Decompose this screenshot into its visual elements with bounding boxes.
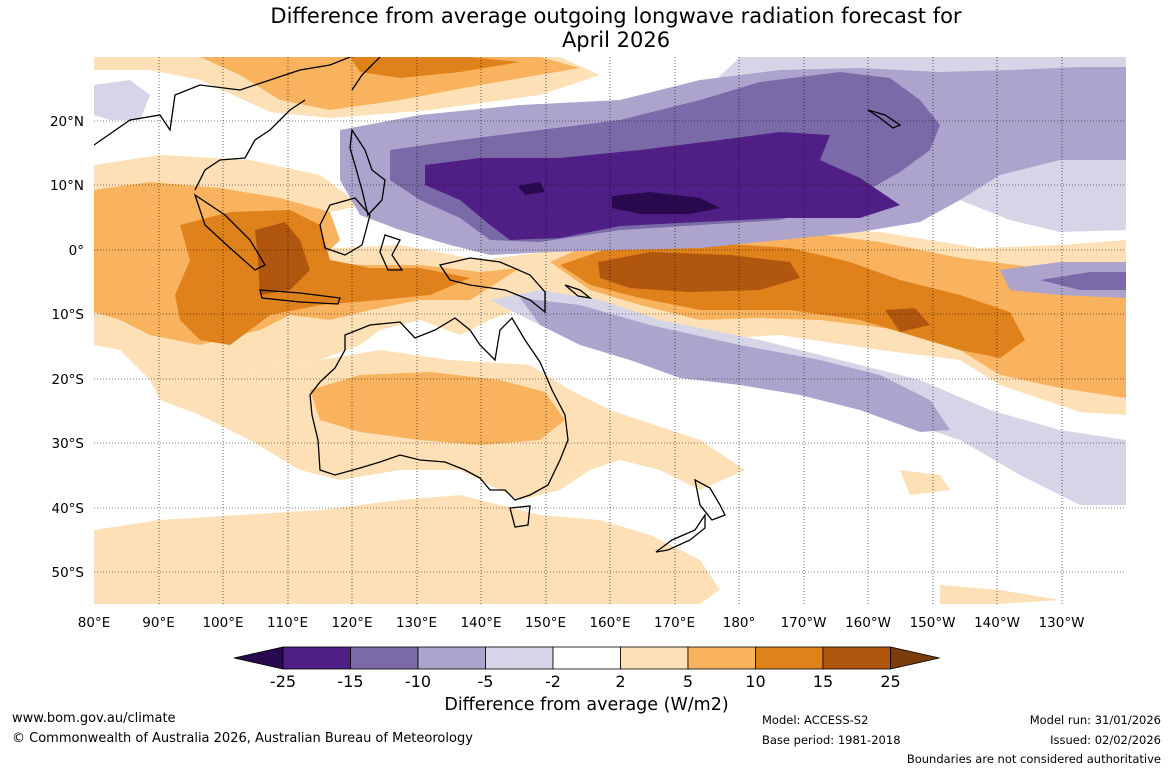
longitude-label: 170°W bbox=[781, 615, 827, 631]
colorbar-arrow-high bbox=[890, 646, 940, 670]
anomaly-patch-southeast-orange bbox=[900, 470, 950, 495]
colorbar-tick-label: -2 bbox=[545, 672, 561, 691]
graticule bbox=[94, 57, 1126, 604]
colorbar-segment bbox=[485, 646, 554, 670]
longitude-label: 130°E bbox=[396, 615, 437, 631]
anomaly-south-pacific-light bbox=[520, 298, 950, 432]
anomaly-patch-far-south-orange bbox=[940, 585, 1060, 604]
coastlines bbox=[94, 57, 902, 553]
map-title: Difference from average outgoing longwav… bbox=[0, 4, 1173, 52]
longitude-label: 130°W bbox=[1039, 615, 1085, 631]
latitude-label: 10°N bbox=[50, 178, 84, 194]
latitude-label: 50°S bbox=[52, 565, 85, 581]
colorbar: -25 -15 -10 -5 -2 2 5 10 15 25 bbox=[233, 646, 940, 691]
colorbar-tick-label: 2 bbox=[615, 672, 625, 691]
solomon-coastline bbox=[564, 284, 593, 300]
latitude-label: 10°S bbox=[52, 307, 85, 323]
anomaly-central-pacific-darkest bbox=[598, 252, 800, 292]
colorbar-segment bbox=[417, 646, 486, 670]
anomaly-west-pacific-darkest bbox=[612, 192, 720, 214]
model-name: Model: ACCESS-S2 bbox=[762, 713, 869, 727]
longitude-label: 110°E bbox=[267, 615, 308, 631]
hawaii-coastline bbox=[867, 109, 902, 129]
base-period: Base period: 1981-2018 bbox=[762, 733, 901, 747]
latitude-label: 0° bbox=[69, 243, 84, 259]
mainland-asia-coastline bbox=[94, 57, 351, 191]
latitude-label: 20°N bbox=[50, 114, 84, 130]
longitude-labels: 80°E 90°E 100°E 110°E 120°E 130°E 140°E 150°E 16… bbox=[78, 615, 1085, 631]
longitude-label: 180° bbox=[723, 615, 756, 631]
colorbar-arrow-low bbox=[233, 646, 284, 670]
website-url[interactable]: www.bom.gov.au/climate bbox=[12, 711, 176, 726]
anomaly-west-pacific-dark bbox=[425, 132, 900, 240]
colorbar-tick-label: 15 bbox=[813, 672, 833, 691]
colorbar-segment bbox=[755, 646, 824, 670]
latitude-label: 30°S bbox=[52, 436, 85, 452]
longitude-label: 120°E bbox=[331, 615, 372, 631]
sulawesi-coastline bbox=[379, 234, 404, 271]
philippines-coastline bbox=[349, 128, 386, 217]
longitude-label: 90°E bbox=[142, 615, 174, 631]
issued-date: Issued: 02/02/2026 bbox=[1050, 733, 1161, 747]
copyright-text: © Commonwealth of Australia 2026, Austra… bbox=[12, 731, 473, 746]
anomaly-north-china-sea-medium bbox=[200, 57, 580, 110]
new-zealand-north-coastline bbox=[694, 478, 726, 521]
anomaly-field bbox=[94, 57, 1126, 604]
title-line-1: Difference from average outgoing longwav… bbox=[270, 4, 962, 28]
anomaly-north-dark bbox=[350, 57, 520, 78]
anomaly-indonesia-darkest bbox=[255, 222, 310, 295]
longitude-label: 140°W bbox=[974, 615, 1020, 631]
longitude-label: 160°E bbox=[589, 615, 630, 631]
colorbar-title: Difference from average (W/m2) bbox=[444, 695, 729, 715]
colorbar-tick-label: -5 bbox=[478, 672, 494, 691]
colorbar-segment bbox=[620, 646, 689, 670]
colorbar-tick-label: -15 bbox=[337, 672, 363, 691]
anomaly-band-southern-ocean-orange bbox=[94, 495, 720, 604]
japan-coastline bbox=[351, 57, 381, 91]
longitude-label: 170°E bbox=[654, 615, 695, 631]
anomaly-west-lightest bbox=[94, 80, 150, 120]
longitude-label: 160°W bbox=[845, 615, 891, 631]
colorbar-tick-label: 10 bbox=[745, 672, 765, 691]
borneo-coastline bbox=[319, 197, 371, 256]
colorbar-segment bbox=[282, 646, 351, 670]
sumatra-coastline bbox=[193, 193, 266, 271]
colorbar-tick-label: -25 bbox=[270, 672, 296, 691]
colorbar-segment bbox=[350, 646, 419, 670]
anomaly-patch-darkest bbox=[885, 308, 930, 332]
new-zealand-south-coastline bbox=[655, 512, 706, 553]
latitude-label: 40°S bbox=[52, 501, 85, 517]
anomaly-east-medium-purple bbox=[1040, 272, 1126, 290]
longitude-label: 150°W bbox=[910, 615, 956, 631]
latitude-labels: 20°N 10°N 0° 10°S 20°S 30°S 40°S 50°S bbox=[50, 114, 84, 581]
colorbar-tick-label: -10 bbox=[405, 672, 431, 691]
java-coastline bbox=[259, 289, 341, 305]
anomaly-australia-medium bbox=[310, 372, 565, 445]
latitude-label: 20°S bbox=[52, 372, 85, 388]
longitude-label: 80°E bbox=[78, 615, 110, 631]
new-guinea-coastline bbox=[438, 257, 546, 314]
longitude-label: 100°E bbox=[202, 615, 243, 631]
anomaly-indonesia-dark bbox=[175, 210, 470, 345]
model-run-date: Model run: 31/01/2026 bbox=[1029, 713, 1161, 727]
longitude-label: 150°E bbox=[525, 615, 566, 631]
colorbar-segment bbox=[552, 646, 621, 670]
australia-coastline bbox=[309, 316, 569, 501]
colorbar-tick-label: 25 bbox=[880, 672, 900, 691]
longitude-label: 140°E bbox=[460, 615, 501, 631]
colorbar-tick-label: 5 bbox=[683, 672, 693, 691]
title-line-2: April 2026 bbox=[561, 28, 671, 52]
tasmania-coastline bbox=[509, 505, 531, 528]
colorbar-segment bbox=[687, 646, 756, 670]
boundaries-note: Boundaries are not considered authoritat… bbox=[906, 752, 1161, 766]
colorbar-segment bbox=[822, 646, 891, 670]
